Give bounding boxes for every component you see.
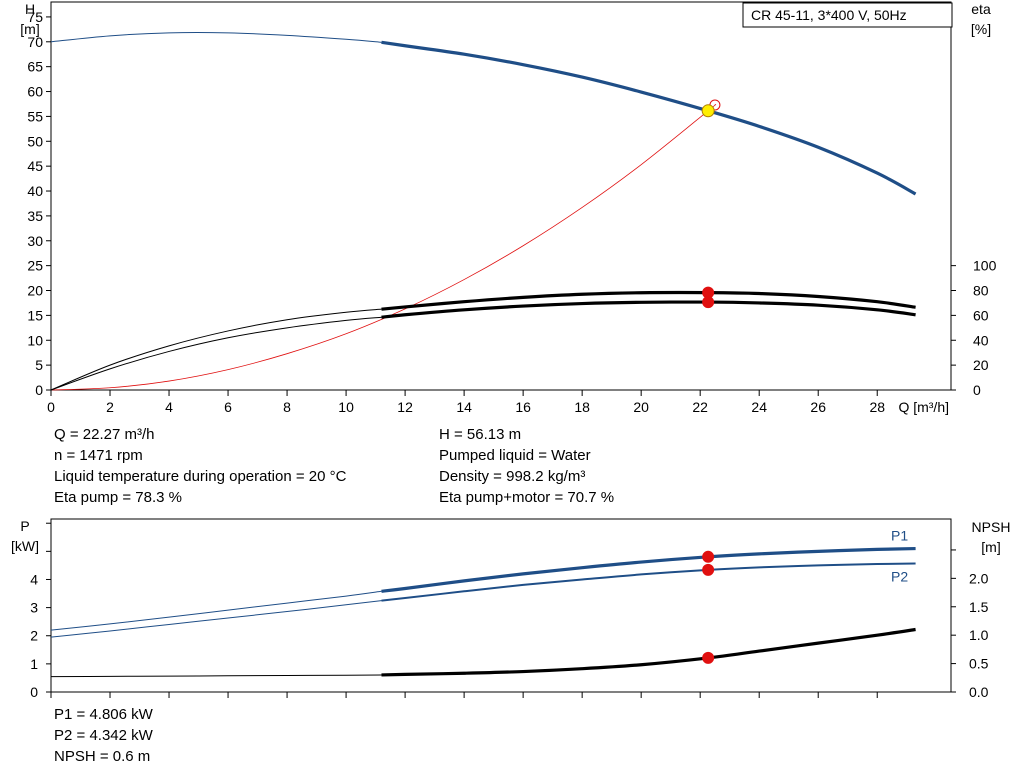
h-axis-tick-label: 30: [27, 233, 43, 249]
p2-curve-thin: [50, 600, 382, 638]
q-axis-tick-label: 28: [869, 399, 885, 415]
p-axis-tick-label: 4: [30, 571, 38, 587]
npsh-axis-unit: [m]: [981, 539, 1000, 555]
info-top-left: Q = 22.27 m³/h n = 1471 rpm Liquid tempe…: [54, 424, 346, 508]
eta-axis-tick-label: 0: [973, 382, 981, 398]
p2-curve-label: P2: [891, 568, 908, 584]
npsh-axis-tick-label: 0.0: [969, 684, 989, 700]
bottom-frame: [50, 518, 952, 693]
eta-pump-motor-curve-thick: [381, 300, 916, 319]
info-p2: P2 = 4.342 kW: [54, 727, 153, 744]
info-h: H = 56.13 m: [439, 426, 522, 443]
npsh-axis-tick-label: 2.0: [969, 570, 989, 586]
q-axis-label: Q [m³/h]: [898, 399, 949, 415]
title-box: CR 45-11, 3*400 V, 50Hz: [742, 2, 953, 28]
eta-axis-tick-label: 60: [973, 307, 989, 323]
p2-operating-point: [702, 563, 715, 576]
eta-axis-label: eta: [971, 1, 991, 17]
q-axis-tick-label: 2: [106, 399, 114, 415]
duty-point-marker: [701, 104, 715, 118]
h-axis-tick-label: 20: [27, 283, 43, 299]
q-axis-tick-label: 18: [574, 399, 590, 415]
h-axis-tick-label: 15: [27, 307, 43, 323]
info-p1: P1 = 4.806 kW: [54, 706, 153, 723]
info-q: Q = 22.27 m³/h: [54, 426, 155, 443]
info-density: Density = 998.2 kg/m³: [439, 468, 586, 485]
p1-curve-thick: [381, 546, 916, 593]
p1-curve-label: P1: [891, 528, 908, 544]
p-axis-tick-label: 3: [30, 600, 38, 616]
eta-axis-tick-label: 40: [973, 332, 989, 348]
title-box-text: CR 45-11, 3*400 V, 50Hz: [751, 7, 907, 23]
q-axis-tick-label: 8: [283, 399, 291, 415]
eta-pump-motor-curve-thin: [50, 316, 382, 391]
info-bottom: P1 = 4.806 kW P2 = 4.342 kW NPSH = 0.6 m: [54, 704, 153, 767]
q-axis-tick-label: 22: [692, 399, 708, 415]
h-axis-tick-label: 45: [27, 158, 43, 174]
q-axis-tick-label: 6: [224, 399, 232, 415]
p-axis-unit: [kW]: [11, 538, 39, 554]
h-axis-tick-label: 40: [27, 183, 43, 199]
h-axis-tick-label: 60: [27, 84, 43, 100]
power-npsh-chart: 0 1 2 3 4 P [kW] 0.0 0.5 1.0 1.5 2.0 NPSH [m] P1 P2: [11, 518, 1010, 700]
npsh-axis-label: NPSH: [972, 519, 1011, 535]
q-axis-tick-label: 26: [810, 399, 826, 415]
eta-axis-tick-label: 20: [973, 357, 989, 373]
npsh-operating-point: [702, 651, 715, 664]
q-axis-tick-label: 0: [47, 399, 55, 415]
p1-operating-point: [702, 550, 715, 563]
h-axis-unit: [m]: [20, 21, 39, 37]
eta-axis-unit: [%]: [971, 21, 991, 37]
q-axis-tick-label: 16: [515, 399, 531, 415]
h-axis-tick-label: 10: [27, 332, 43, 348]
p2-curve-thick: [381, 562, 916, 602]
q-axis-tick-label: 12: [397, 399, 413, 415]
p-axis-tick-label: 2: [30, 628, 38, 644]
p-axis-tick-label: 1: [30, 656, 38, 672]
top-frame: [50, 1, 952, 391]
q-axis-tick-label: 24: [751, 399, 767, 415]
h-axis-tick-label: 55: [27, 108, 43, 124]
h-curve-thin: [50, 31, 382, 43]
info-eta-pump-motor: Eta pump+motor = 70.7 %: [439, 489, 615, 506]
system-curve-line: [50, 104, 717, 391]
npsh-curve-thin: [50, 674, 382, 678]
q-axis-tick-label: 4: [165, 399, 173, 415]
q-axis-tick-label: 20: [633, 399, 649, 415]
h-axis-tick-label: 5: [35, 357, 43, 373]
q-axis-tick-label: 10: [338, 399, 354, 415]
q-axis-tick-label: 14: [456, 399, 472, 415]
npsh-axis-tick-label: 0.5: [969, 656, 989, 672]
npsh-axis-tick-label: 1.5: [969, 599, 989, 615]
eta-pump-curve-thin: [50, 308, 382, 391]
info-npsh: NPSH = 0.6 m: [54, 748, 151, 765]
h-axis-tick-label: 65: [27, 59, 43, 75]
info-liquid: Pumped liquid = Water: [439, 447, 591, 464]
eta-axis-tick-label: 100: [973, 258, 997, 274]
h-axis-tick-label: 25: [27, 258, 43, 274]
info-top-right: H = 56.13 m Pumped liquid = Water Densit…: [439, 424, 614, 508]
p1-curve-thin: [50, 590, 382, 631]
p-axis-label: P: [20, 518, 29, 534]
head-efficiency-chart: 051015202530354045505560657075H[m]020406…: [20, 1, 996, 415]
info-eta-pump: Eta pump = 78.3 %: [54, 489, 182, 506]
eta-pump-curve-thick: [381, 290, 916, 311]
h-axis-tick-label: 35: [27, 208, 43, 224]
eta-pump-motor-operating-point: [702, 296, 715, 309]
info-temp: Liquid temperature during operation = 20…: [54, 468, 347, 485]
h-axis-tick-label: 50: [27, 133, 43, 149]
h-axis-label: H: [25, 1, 35, 17]
h-curve-thick: [381, 40, 917, 196]
info-n: n = 1471 rpm: [54, 447, 143, 464]
eta-axis-tick-label: 80: [973, 283, 989, 299]
p-axis-tick-label: 0: [30, 684, 38, 700]
npsh-axis-tick-label: 1.0: [969, 627, 989, 643]
h-axis-tick-label: 0: [35, 382, 43, 398]
h-axis-tick-label: 70: [27, 34, 43, 50]
h-axis-tick-label: 75: [27, 9, 43, 25]
npsh-curve-thick: [381, 627, 916, 677]
